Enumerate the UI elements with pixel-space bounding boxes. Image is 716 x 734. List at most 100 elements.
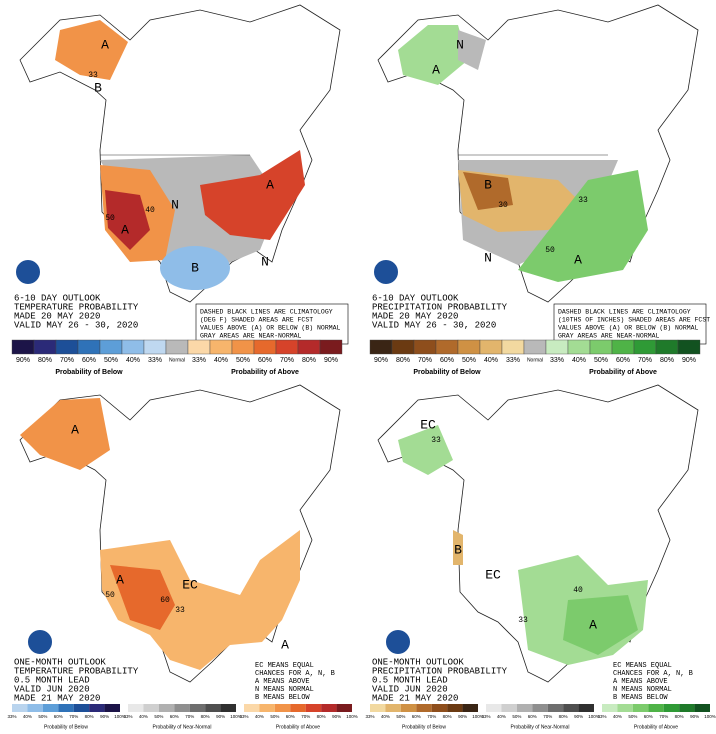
- forecast-area: [518, 170, 648, 282]
- legend-swatch: [321, 704, 337, 712]
- map-label: A: [281, 637, 289, 652]
- legend-label: 100%: [472, 714, 484, 719]
- legend-swatch: [73, 704, 90, 712]
- forecast-area: [398, 425, 453, 475]
- legend-swatch: [89, 704, 105, 712]
- legend-swatch: [275, 339, 299, 355]
- map-label: 60: [160, 596, 170, 605]
- legend-swatch: [174, 704, 190, 712]
- legend-swatch: [611, 339, 635, 355]
- legend-label: 40%: [484, 357, 498, 364]
- legend-label: 90%: [682, 357, 696, 364]
- legend-label: 70%: [69, 714, 78, 719]
- legend-label: 80%: [559, 714, 568, 719]
- map-label: 50: [545, 246, 555, 255]
- legend-label: 33%: [506, 357, 520, 364]
- map-label: N: [261, 254, 269, 269]
- legend-swatch: [413, 339, 437, 355]
- legend-label: 40%: [139, 714, 148, 719]
- legend-caption: Probability of Below: [413, 369, 481, 376]
- header-line: MADE 21 MAY 2020: [14, 693, 100, 703]
- header-line: MADE 20 MAY 2020: [372, 311, 458, 321]
- legend-swatch: [305, 704, 322, 712]
- legend-label: 100%: [114, 714, 126, 719]
- forecast-area: [453, 530, 463, 565]
- forecast-area: [100, 530, 300, 670]
- legend-swatch: [655, 339, 679, 355]
- legend-label: 33%: [597, 714, 606, 719]
- note-line: N MEANS NORMAL: [613, 686, 672, 694]
- legend-swatch: [231, 339, 255, 355]
- map-label: A: [101, 37, 109, 52]
- note-line: VALUES ABOVE (A) OR BELOW (B) NORMAL: [558, 325, 699, 332]
- map-label: A: [71, 422, 79, 437]
- legend-swatch: [486, 704, 502, 712]
- legend-swatch: [42, 704, 59, 712]
- legend-label: 40%: [255, 714, 264, 719]
- legend-label: 100%: [230, 714, 242, 719]
- legend-swatch: [259, 704, 275, 712]
- legend-swatch: [501, 339, 525, 355]
- map-label: 40: [573, 586, 583, 595]
- legend-label: Normal: [169, 357, 185, 363]
- legend-caption: Probability of Above: [231, 369, 299, 376]
- header-line: ONE-MONTH OUTLOOK: [14, 657, 106, 667]
- header-line: PRECIPITATION PROBABILITY: [372, 666, 508, 676]
- legend-label: 70%: [659, 714, 668, 719]
- map-label: A: [589, 617, 597, 632]
- legend-swatch: [648, 704, 664, 712]
- noaa-logo: [14, 258, 42, 286]
- map-label: N: [456, 37, 464, 52]
- map-label: B: [454, 542, 462, 557]
- note-line: VALUES ABOVE (A) OR BELOW (B) NORMAL: [200, 325, 341, 332]
- legend-label: 80%: [396, 357, 410, 364]
- legend-swatch: [165, 339, 189, 355]
- map-panel: [19, 384, 341, 683]
- note-line: A MEANS ABOVE: [255, 678, 310, 686]
- legend-swatch: [143, 704, 159, 712]
- map-label: 33: [431, 436, 441, 445]
- legend-label: 40%: [126, 357, 140, 364]
- legend-label: 80%: [443, 714, 452, 719]
- header-line: VALID MAY 26 - 30, 2020: [14, 320, 138, 330]
- legend-swatch: [462, 704, 478, 712]
- legend-swatch: [400, 704, 417, 712]
- legend-swatch: [578, 704, 594, 712]
- legend-label: 40%: [23, 714, 32, 719]
- legend-label: 80%: [317, 714, 326, 719]
- legend-label: Normal: [527, 357, 543, 363]
- legend-swatch: [336, 704, 352, 712]
- legend-label: 33%: [123, 714, 132, 719]
- legend-label: 60%: [54, 714, 63, 719]
- legend-swatch: [77, 339, 101, 355]
- legend-swatch: [385, 704, 401, 712]
- legend-label: 80%: [675, 714, 684, 719]
- legend-swatch: [187, 339, 211, 355]
- map-label: A: [121, 222, 129, 237]
- legend-label: 33%: [7, 714, 16, 719]
- map-label: A: [574, 252, 582, 267]
- legend-swatch: [602, 704, 618, 712]
- legend-label: 50%: [154, 714, 163, 719]
- legend-swatch: [99, 339, 123, 355]
- forecast-area: [563, 595, 638, 655]
- legend-label: 60%: [644, 714, 653, 719]
- noaa-logo: [26, 628, 54, 656]
- legend-label: 50%: [462, 357, 476, 364]
- map-label: EC: [420, 417, 436, 432]
- legend-label: 50%: [270, 714, 279, 719]
- legend-label: 50%: [512, 714, 521, 719]
- map-panel: [372, 4, 699, 303]
- legend-label: 70%: [280, 357, 294, 364]
- legend-label: 40%: [572, 357, 586, 364]
- legend-label: 60%: [258, 357, 272, 364]
- legend-swatch: [33, 339, 57, 355]
- legend-swatch: [189, 704, 206, 712]
- header-line: 0.5 MONTH LEAD: [14, 675, 90, 685]
- legend-label: 40%: [381, 714, 390, 719]
- legend-swatch: [516, 704, 533, 712]
- header-line: VALID JUN 2020: [14, 684, 90, 694]
- legend-caption: Probability of Above: [276, 724, 320, 730]
- legend-label: 80%: [85, 714, 94, 719]
